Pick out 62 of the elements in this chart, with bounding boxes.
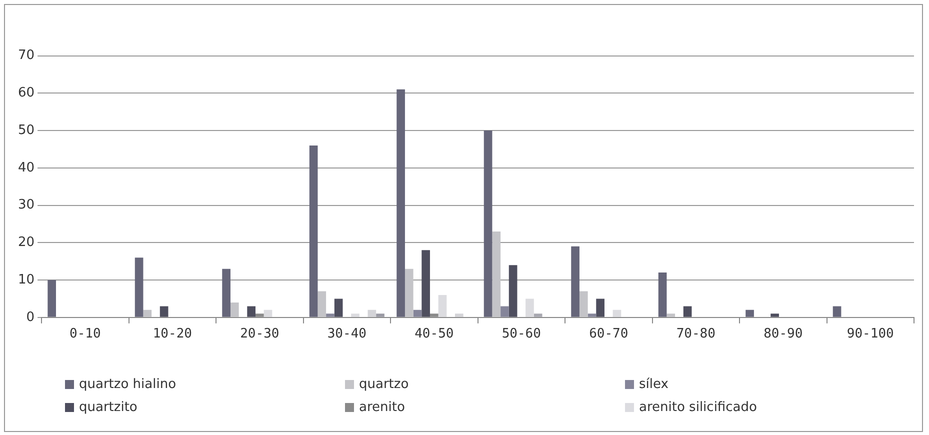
x-tick-label: 20-30 [240, 326, 280, 342]
bar [318, 291, 326, 317]
y-tick-label: 70 [18, 48, 35, 64]
bar [143, 310, 152, 317]
bar [413, 310, 422, 317]
bar [454, 314, 464, 317]
bar [404, 268, 414, 317]
legend-label: sílex [639, 377, 668, 392]
x-tick-label: 10-20 [152, 326, 192, 342]
bar [508, 265, 518, 317]
bar [368, 310, 376, 317]
y-tick-label: 20 [18, 235, 35, 250]
y-tick-label: 30 [18, 198, 35, 213]
bar [351, 314, 360, 317]
bar [48, 280, 56, 317]
legend-label: arenito silicificado [639, 400, 757, 415]
x-tick-label: 30-40 [327, 326, 366, 342]
x-tick-label: 80-90 [764, 326, 803, 342]
bar [571, 246, 580, 317]
bar [612, 310, 622, 317]
bar [396, 89, 405, 317]
bar [222, 268, 230, 317]
bar [658, 272, 667, 317]
bar [247, 306, 256, 317]
y-tick-label: 60 [18, 86, 35, 101]
x-tick-label: 0-10 [70, 326, 101, 342]
bar [422, 250, 430, 317]
y-tick-label: 40 [18, 160, 35, 176]
bar [326, 314, 334, 317]
bar [683, 306, 692, 317]
legend-label: quartzo [359, 377, 409, 392]
bar [484, 130, 492, 317]
legend-label: quartzo hialino [79, 377, 176, 392]
y-tick-label: 0 [26, 310, 35, 325]
bar [596, 298, 604, 317]
bar [376, 314, 384, 317]
bar [526, 298, 534, 317]
bar [230, 302, 239, 317]
bar [746, 310, 754, 317]
x-tick-label: 90-100 [846, 326, 894, 342]
y-tick-label: 10 [18, 272, 35, 288]
bar [588, 314, 596, 317]
bar [770, 314, 779, 317]
bar [534, 314, 542, 317]
x-tick-label: 50-60 [502, 326, 541, 342]
bar [334, 298, 343, 317]
bar [666, 314, 676, 317]
bar [264, 310, 272, 317]
legend-label: arenito [359, 400, 405, 415]
bar [309, 145, 318, 317]
bar [579, 291, 588, 317]
x-tick-label: 40-50 [414, 326, 454, 342]
bar [134, 258, 144, 317]
x-tick-label: 70-80 [676, 326, 716, 342]
bar [832, 306, 842, 317]
bar [438, 294, 447, 317]
y-tick-label: 50 [18, 122, 35, 138]
bar [492, 231, 501, 317]
bar [160, 306, 168, 317]
bar [500, 306, 509, 317]
x-tick-label: 60-70 [589, 326, 628, 342]
legend-label: quartzito [79, 400, 138, 415]
